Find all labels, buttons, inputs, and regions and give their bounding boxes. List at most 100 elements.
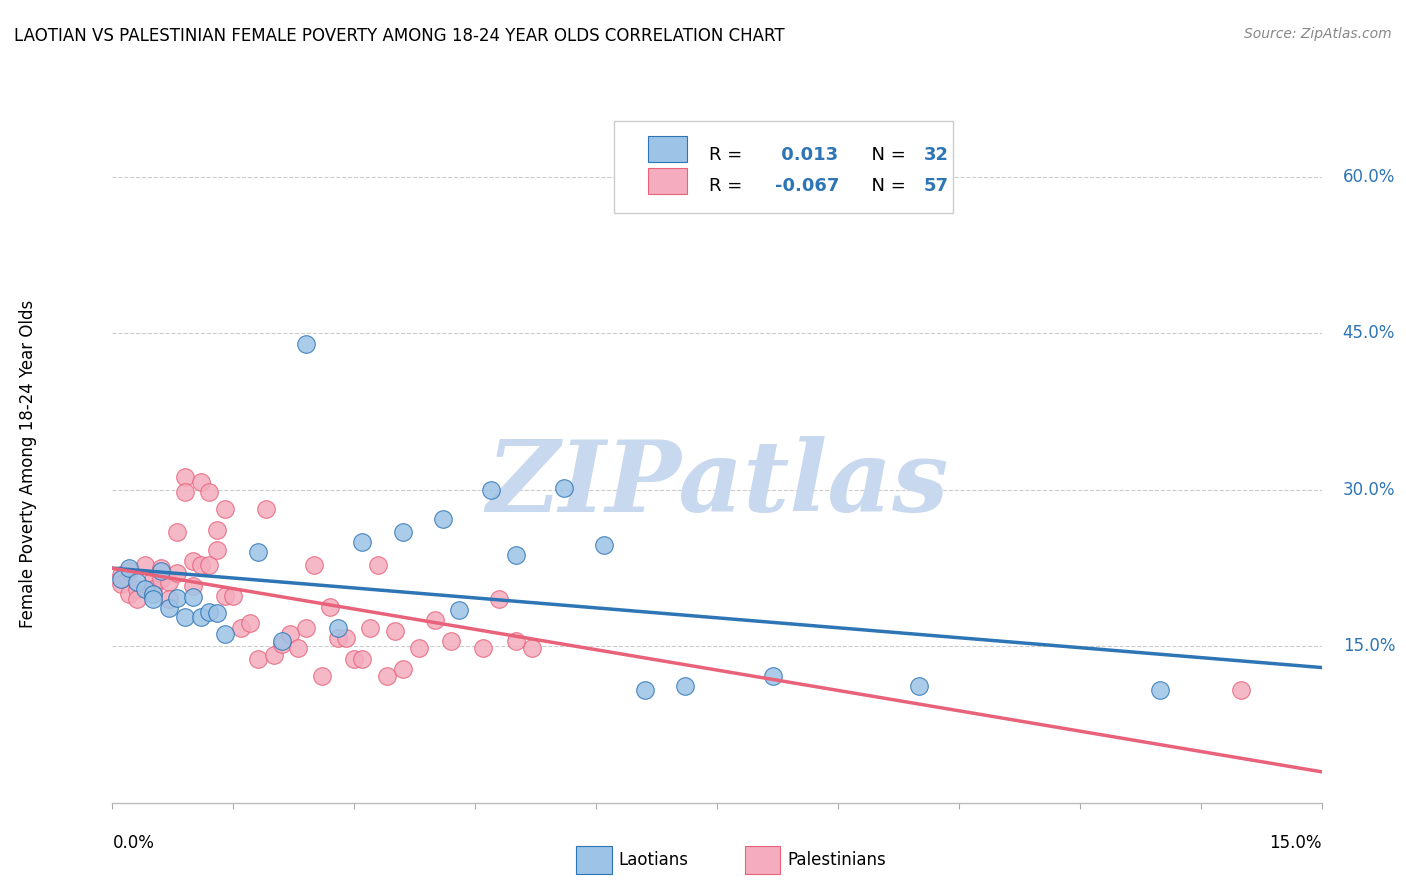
Point	[157, 592, 180, 607]
Point	[287, 641, 309, 656]
Point	[270, 634, 292, 648]
Point	[263, 648, 285, 662]
Point	[174, 470, 197, 484]
Point	[142, 572, 165, 586]
Point	[391, 524, 413, 539]
Point	[181, 554, 204, 568]
Text: 60.0%: 60.0%	[1343, 168, 1395, 186]
Point	[440, 634, 463, 648]
Point	[762, 668, 785, 682]
Text: 45.0%: 45.0%	[1343, 325, 1395, 343]
Text: 15.0%: 15.0%	[1343, 638, 1395, 656]
Point	[134, 558, 156, 572]
Point	[1149, 683, 1171, 698]
Text: 57: 57	[924, 177, 949, 194]
Point	[328, 631, 350, 645]
Point	[352, 652, 374, 666]
Text: 30.0%: 30.0%	[1343, 481, 1395, 499]
Point	[181, 591, 204, 605]
Point	[125, 592, 148, 607]
Point	[214, 589, 236, 603]
Point	[214, 627, 236, 641]
Point	[375, 668, 398, 682]
Point	[408, 641, 430, 656]
Point	[520, 641, 543, 656]
Point	[166, 591, 188, 606]
Point	[352, 535, 374, 549]
Point	[295, 621, 318, 635]
Point	[472, 641, 495, 656]
Point	[432, 512, 454, 526]
FancyBboxPatch shape	[648, 168, 686, 194]
Point	[423, 613, 446, 627]
Point	[553, 481, 575, 495]
Text: LAOTIAN VS PALESTINIAN FEMALE POVERTY AMONG 18-24 YEAR OLDS CORRELATION CHART: LAOTIAN VS PALESTINIAN FEMALE POVERTY AM…	[14, 27, 785, 45]
Point	[190, 610, 212, 624]
Point	[125, 574, 148, 589]
Point	[149, 561, 172, 575]
FancyBboxPatch shape	[614, 121, 953, 213]
Text: 0.0%: 0.0%	[112, 834, 155, 852]
Point	[174, 485, 197, 500]
Point	[142, 592, 165, 607]
Text: Palestinians: Palestinians	[787, 851, 886, 869]
Point	[302, 558, 325, 572]
Text: Source: ZipAtlas.com: Source: ZipAtlas.com	[1244, 27, 1392, 41]
Point	[246, 652, 269, 666]
Text: N =: N =	[859, 145, 911, 164]
Text: 32: 32	[924, 145, 949, 164]
Point	[157, 574, 180, 589]
Text: 0.013: 0.013	[775, 145, 838, 164]
Text: ZIPatlas: ZIPatlas	[486, 436, 948, 533]
Text: 15.0%: 15.0%	[1270, 834, 1322, 852]
Point	[311, 668, 333, 682]
Point	[110, 568, 132, 582]
FancyBboxPatch shape	[648, 136, 686, 162]
Point	[505, 548, 527, 562]
Point	[295, 337, 318, 351]
Point	[335, 631, 357, 645]
Point	[359, 621, 381, 635]
Point	[142, 587, 165, 601]
Text: N =: N =	[859, 177, 911, 194]
Point	[254, 501, 277, 516]
Point	[198, 485, 221, 500]
Point	[149, 572, 172, 586]
Point	[134, 582, 156, 596]
Point	[190, 475, 212, 489]
Point	[278, 627, 301, 641]
Point	[207, 543, 229, 558]
Point	[384, 624, 406, 638]
Point	[117, 587, 139, 601]
Text: R =: R =	[709, 177, 742, 194]
Point	[190, 558, 212, 572]
Point	[181, 579, 204, 593]
Point	[246, 545, 269, 559]
Point	[207, 523, 229, 537]
Point	[207, 606, 229, 620]
Point	[328, 621, 350, 635]
Point	[166, 524, 188, 539]
Point	[270, 637, 292, 651]
Point	[367, 558, 389, 572]
Point	[149, 564, 172, 578]
Point	[633, 683, 655, 698]
Point	[198, 605, 221, 619]
Point	[157, 600, 180, 615]
Point	[198, 558, 221, 572]
Point	[673, 679, 696, 693]
Point	[449, 603, 471, 617]
Point	[222, 589, 245, 603]
Point	[1230, 683, 1253, 698]
Text: -0.067: -0.067	[775, 177, 839, 194]
Point	[117, 564, 139, 578]
Point	[125, 582, 148, 596]
Point	[907, 679, 929, 693]
Point	[214, 501, 236, 516]
Point	[488, 592, 510, 607]
Point	[110, 572, 132, 586]
Point	[174, 610, 197, 624]
Point	[238, 616, 260, 631]
Point	[479, 483, 502, 497]
Point	[166, 566, 188, 581]
